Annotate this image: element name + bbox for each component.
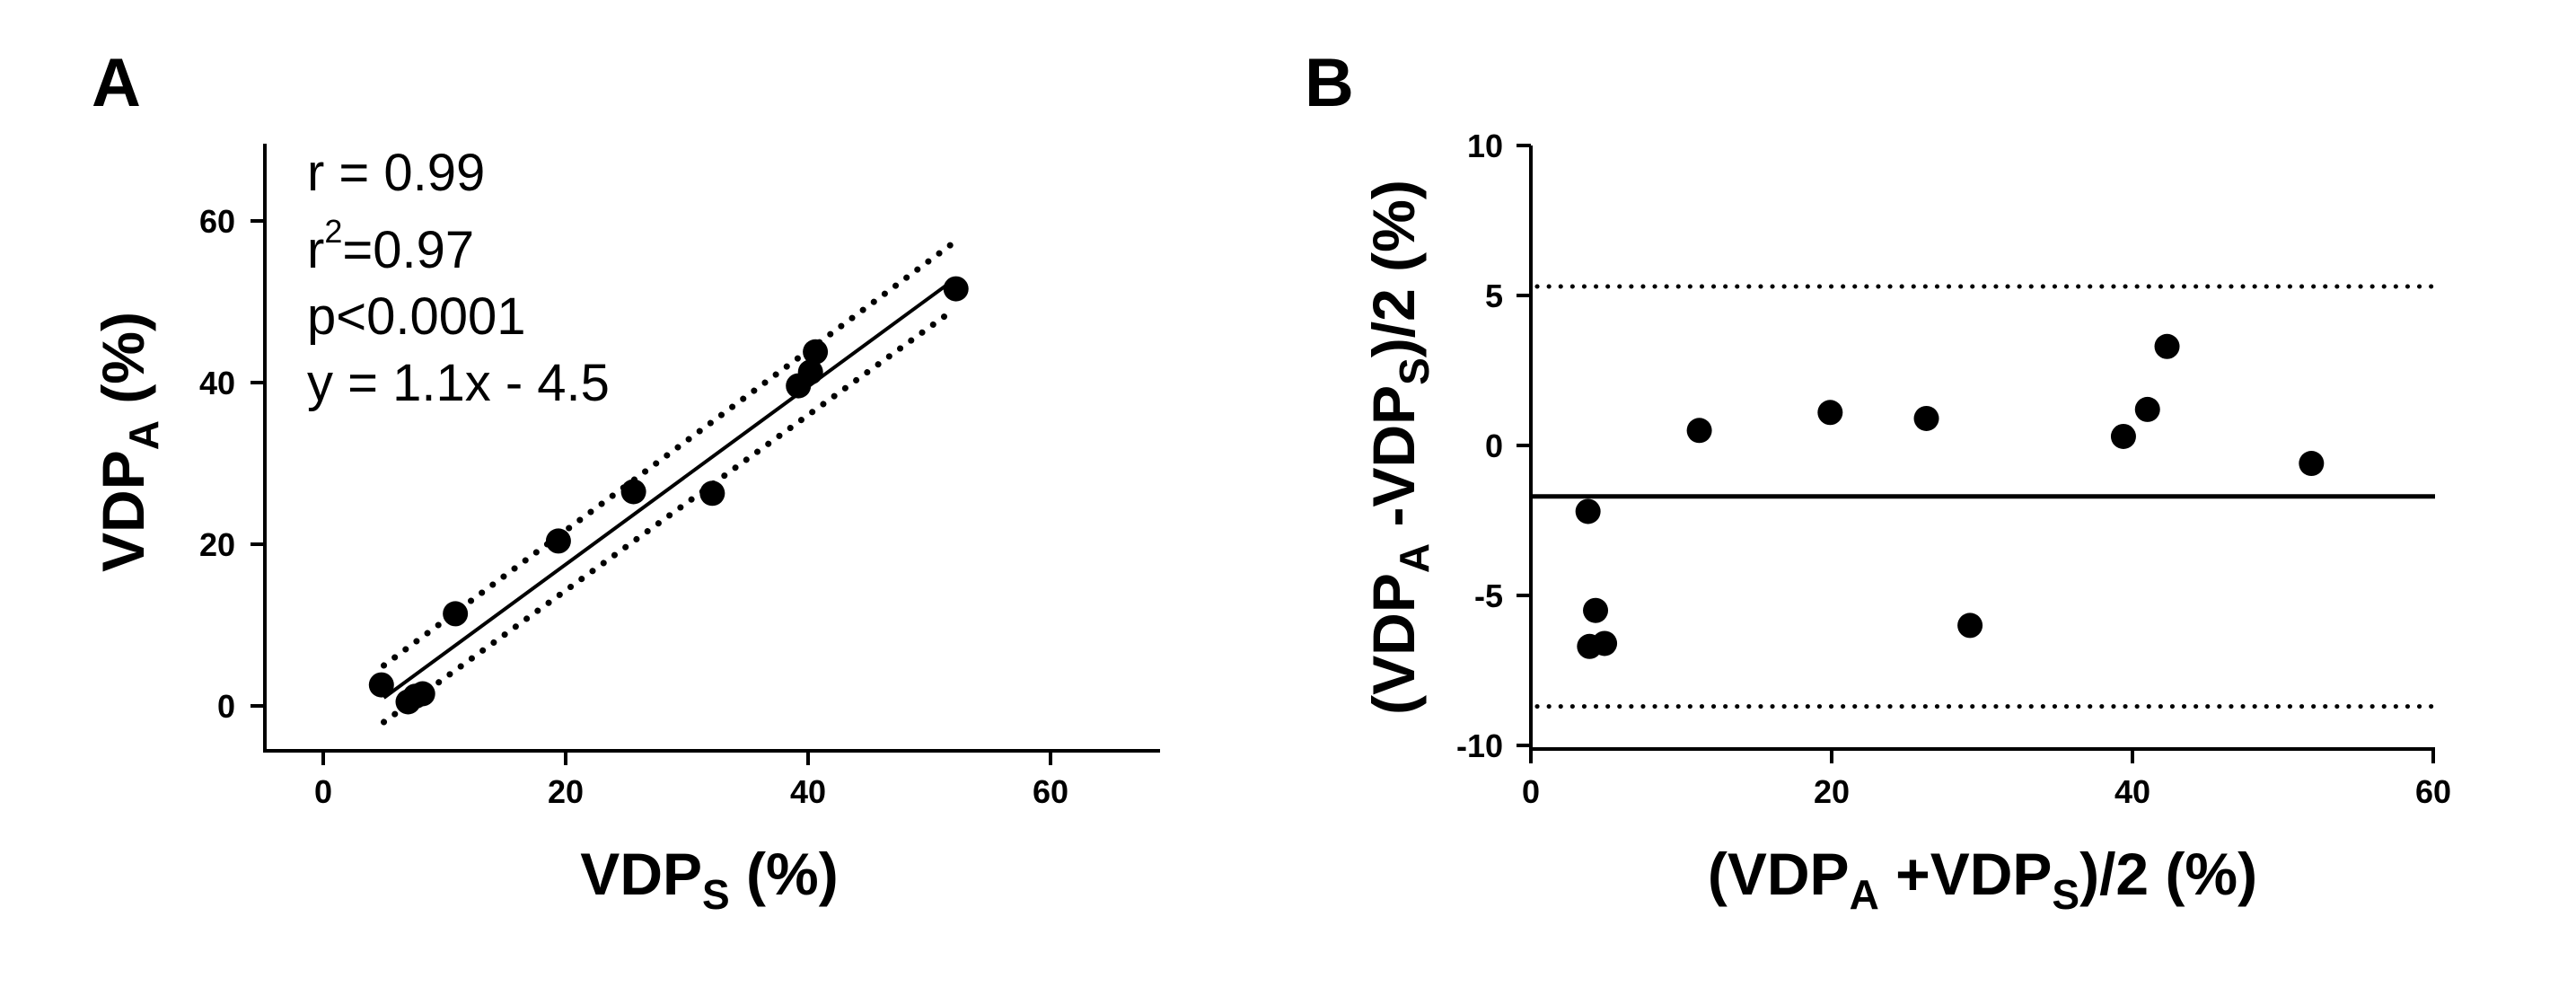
data-point bbox=[1575, 498, 1601, 524]
y-axis-title-part2: -VDP bbox=[1360, 385, 1427, 543]
regression-line bbox=[382, 278, 955, 700]
x-axis-title: VDPS (%) bbox=[580, 841, 838, 918]
r-squared: r2=0.97 bbox=[307, 213, 474, 279]
panel-a-label: A bbox=[92, 45, 141, 121]
data-point bbox=[620, 479, 646, 505]
y-axis-title-part1: (VDP bbox=[1360, 573, 1427, 715]
confidence-band-upper bbox=[381, 239, 957, 669]
y-tick-label: 5 bbox=[1485, 278, 1503, 314]
data-point bbox=[1686, 418, 1712, 444]
x-tick-label: 0 bbox=[1522, 773, 1540, 810]
y-axis-title-tail: (%) bbox=[90, 312, 156, 420]
y-axis-title-sub2: S bbox=[1391, 357, 1437, 385]
y-axis-title-part3: )/2 (%) bbox=[1360, 180, 1427, 357]
data-point bbox=[1817, 400, 1843, 426]
x-tick-label: 40 bbox=[2114, 773, 2150, 810]
data-point bbox=[1913, 405, 1939, 431]
data-point bbox=[2154, 333, 2180, 359]
data-point bbox=[545, 528, 571, 554]
data-point bbox=[699, 480, 725, 507]
y-tick-label: 20 bbox=[199, 526, 235, 563]
x-axis-title-part2: +VDP bbox=[1879, 841, 2053, 907]
x-tick-label: 60 bbox=[2415, 773, 2451, 810]
data-point bbox=[797, 359, 823, 385]
data-point bbox=[943, 276, 969, 302]
data-point bbox=[443, 601, 469, 627]
data-point bbox=[2299, 451, 2325, 477]
y-tick-label: 0 bbox=[217, 688, 235, 725]
x-axis-title-subscript: S bbox=[702, 871, 730, 918]
x-axis-title-tail: (%) bbox=[730, 841, 839, 907]
data-point bbox=[2134, 396, 2160, 422]
x-tick-label: 0 bbox=[314, 773, 332, 810]
y-tick-label: -10 bbox=[1456, 727, 1503, 764]
r-squared-prefix: r bbox=[307, 221, 324, 279]
data-point bbox=[368, 672, 394, 698]
y-axis-title: VDPA (%) bbox=[90, 312, 167, 572]
data-point bbox=[2110, 423, 2136, 449]
x-tick-label: 20 bbox=[1814, 773, 1850, 810]
r-squared-value: =0.97 bbox=[342, 221, 474, 279]
x-axis-title-part3: )/2 (%) bbox=[2079, 841, 2257, 907]
y-axis-title-sub1: A bbox=[1391, 543, 1437, 573]
axis-ticks: 0 20 40 60 0 20 40 60 bbox=[199, 203, 1068, 810]
r-squared-exponent: 2 bbox=[324, 213, 342, 250]
panel-a-regression: A 0 20 40 60 0 20 40 60 r = 0.99 r2=0.97 p<0.00… bbox=[90, 45, 1160, 918]
agreement-lines bbox=[1531, 284, 2436, 709]
x-tick-label: 40 bbox=[790, 773, 826, 810]
x-tick-label: 60 bbox=[1033, 773, 1068, 810]
regression-equation: y = 1.1x - 4.5 bbox=[307, 354, 610, 412]
x-axis-title-sub1: A bbox=[1850, 871, 1879, 918]
regression-line-group bbox=[382, 278, 955, 700]
y-tick-label: 0 bbox=[1485, 427, 1503, 464]
data-point bbox=[1583, 597, 1609, 623]
data-point bbox=[803, 339, 829, 365]
y-axis-title-subscript: A bbox=[120, 420, 167, 450]
data-point bbox=[409, 681, 435, 707]
x-axis-title: (VDPA +VDPS)/2 (%) bbox=[1708, 841, 2257, 918]
correlation-r: r = 0.99 bbox=[307, 144, 485, 202]
data-point bbox=[1957, 612, 1983, 639]
p-value: p<0.0001 bbox=[307, 287, 526, 346]
y-tick-label: 10 bbox=[1467, 128, 1503, 164]
y-axis-title-main: VDP bbox=[90, 450, 156, 572]
confidence-band bbox=[381, 239, 957, 726]
y-tick-label: 60 bbox=[199, 203, 235, 240]
data-points bbox=[368, 276, 969, 715]
panel-b-label: B bbox=[1305, 45, 1354, 121]
x-axis-title-sub2: S bbox=[2052, 871, 2079, 918]
x-axis-title-part1: (VDP bbox=[1708, 841, 1850, 907]
x-tick-label: 20 bbox=[548, 773, 584, 810]
x-axis-title-main: VDP bbox=[580, 841, 702, 907]
statistics-annotation: r = 0.99 r2=0.97 p<0.0001 y = 1.1x - 4.5 bbox=[307, 144, 610, 412]
confidence-band-lower bbox=[381, 306, 957, 726]
data-points bbox=[1575, 333, 2325, 659]
axis-ticks: 0 20 40 60 -10 -5 0 5 10 bbox=[1456, 128, 2451, 810]
data-point bbox=[1592, 630, 1618, 657]
y-axis-title: (VDPA -VDPS)/2 (%) bbox=[1360, 180, 1437, 715]
y-tick-label: 40 bbox=[199, 365, 235, 401]
y-tick-label: -5 bbox=[1474, 577, 1503, 614]
